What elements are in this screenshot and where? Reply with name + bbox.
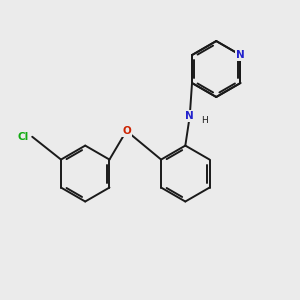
Text: N: N — [236, 50, 245, 60]
Text: Cl: Cl — [18, 132, 29, 142]
Text: H: H — [201, 116, 208, 125]
Text: N: N — [185, 111, 194, 121]
Text: O: O — [122, 126, 131, 136]
